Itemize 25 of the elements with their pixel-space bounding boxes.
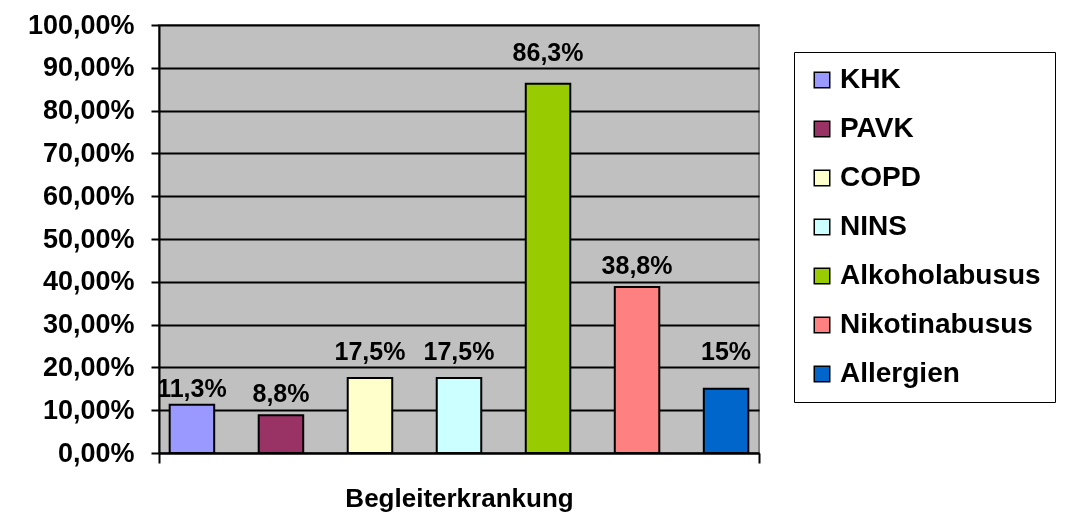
legend-label: PAVK [840, 112, 914, 143]
legend-label: Allergien [840, 357, 960, 388]
data-label: 15% [701, 336, 752, 365]
legend-label: NINS [840, 210, 907, 241]
legend-label: COPD [840, 161, 921, 192]
y-tick-label: 50,00% [42, 223, 135, 254]
y-tick-label: 80,00% [42, 95, 135, 126]
data-label: 8,8% [252, 379, 310, 408]
y-tick-label: 70,00% [42, 137, 135, 168]
data-label: 38,8% [601, 250, 673, 279]
data-label: 17,5% [423, 337, 495, 366]
y-tick-label: 90,00% [42, 52, 135, 83]
y-tick-label: 0,00% [57, 437, 135, 468]
x-axis-title: Begleiterkrankung [345, 482, 574, 513]
legend-label: KHK [840, 63, 901, 94]
y-tick-label: 60,00% [42, 180, 135, 211]
data-label: 86,3% [512, 37, 584, 66]
data-label: 17,5% [334, 337, 406, 366]
legend-label: Alkoholabusus [840, 259, 1041, 290]
y-tick-label: 20,00% [42, 351, 135, 382]
y-tick-label: 100,00% [27, 9, 135, 40]
y-tick-label: 30,00% [42, 309, 135, 340]
y-tick-label: 10,00% [42, 394, 135, 425]
y-tick-label: 40,00% [42, 266, 135, 297]
legend-label: Nikotinabusus [840, 308, 1033, 339]
